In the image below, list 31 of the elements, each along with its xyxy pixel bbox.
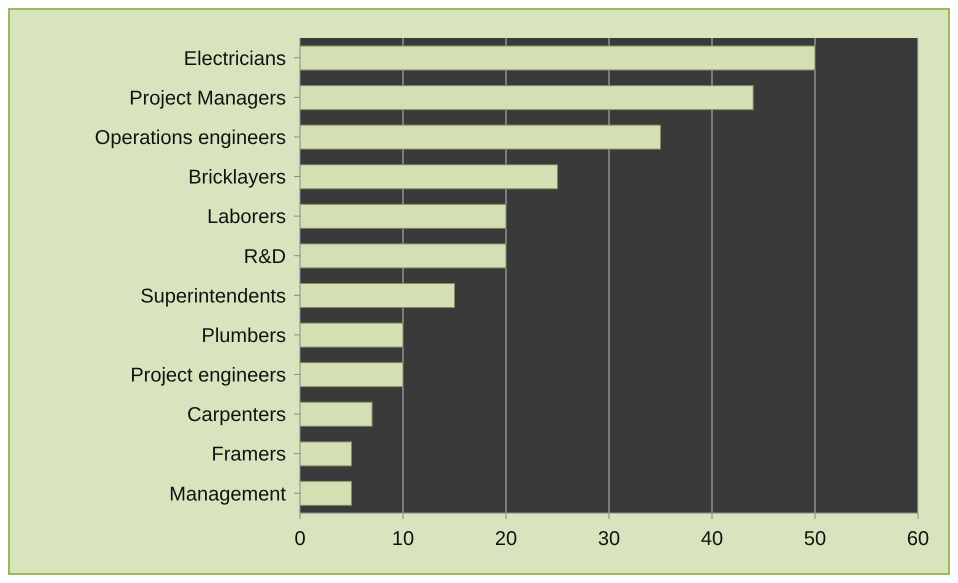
- bar: [300, 243, 506, 268]
- y-tick-label: Management: [169, 483, 286, 506]
- bar: [300, 402, 373, 427]
- bar: [300, 362, 404, 388]
- x-tick-label: 10: [392, 528, 414, 550]
- bar: [300, 480, 352, 506]
- bar: [300, 322, 404, 348]
- y-tick-label: Plumbers: [202, 324, 286, 347]
- bar: [300, 46, 816, 70]
- x-tick-label: 30: [598, 528, 620, 550]
- y-tick-label: Bricklayers: [188, 166, 286, 189]
- x-tick-label: 60: [906, 528, 930, 550]
- x-tick-label: 50: [804, 528, 826, 550]
- bar: [300, 164, 558, 190]
- x-tick-label: 0: [294, 528, 306, 550]
- y-tick-label: R&D: [244, 246, 286, 268]
- y-tick-label: Operations engineers: [94, 127, 286, 150]
- x-tick-label: 40: [700, 528, 724, 550]
- y-tick-label: Framers: [212, 444, 286, 466]
- y-tick-label: Electricians: [184, 48, 286, 70]
- y-tick-label: Carpenters: [187, 404, 286, 426]
- y-tick-label: Project Managers: [129, 87, 286, 110]
- bar: [300, 204, 506, 229]
- bar: [300, 85, 754, 110]
- y-tick-label: Laborers: [207, 206, 286, 228]
- bar: [300, 283, 455, 308]
- y-tick-label: Project engineers: [130, 364, 286, 387]
- y-tick-label: Superintendents: [140, 285, 286, 308]
- bar: [300, 124, 661, 150]
- bar: [300, 441, 352, 466]
- x-tick-label: 20: [494, 528, 518, 550]
